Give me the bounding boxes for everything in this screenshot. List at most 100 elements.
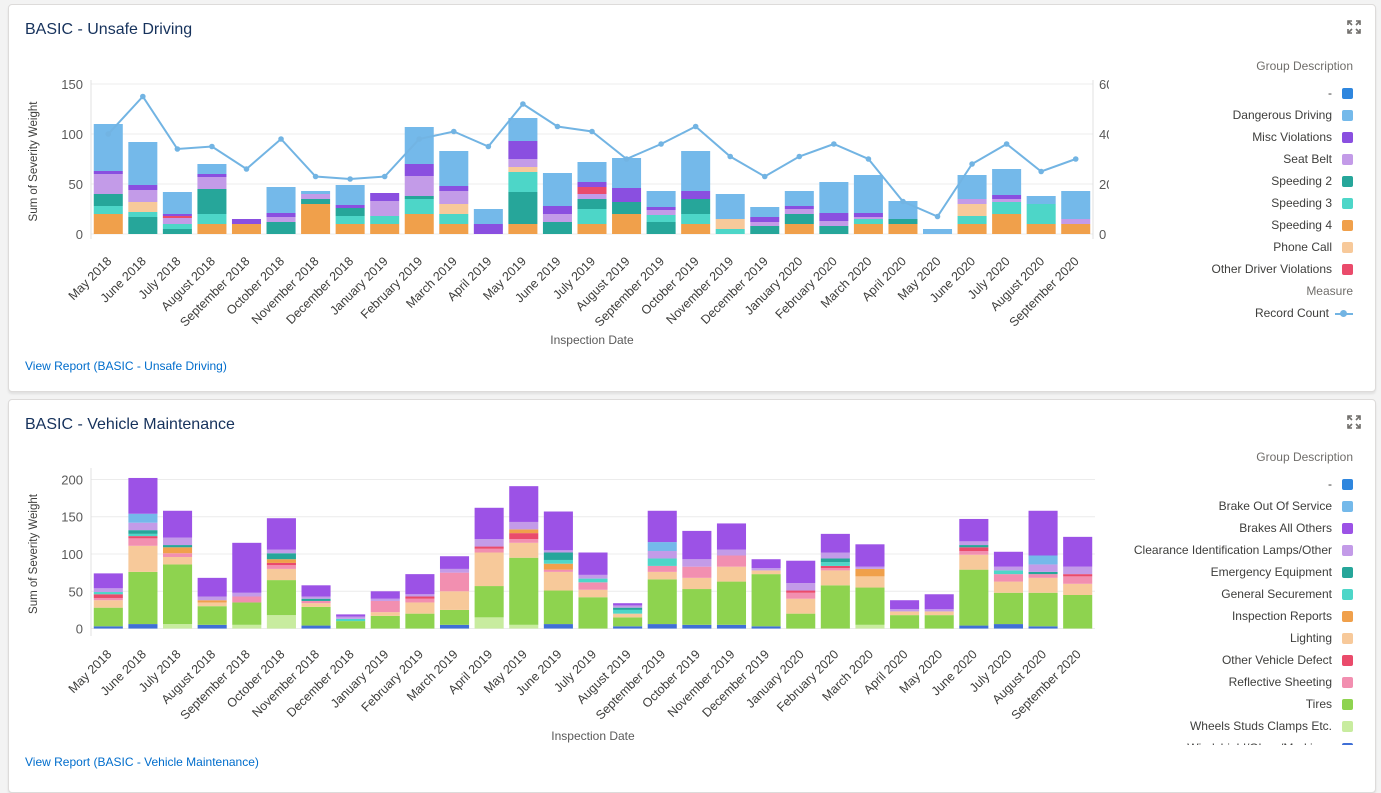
card-title: BASIC - Unsafe Driving xyxy=(25,21,193,38)
legend-item-record-count[interactable]: Record Count xyxy=(1053,302,1353,324)
bar-segment xyxy=(682,589,712,625)
legend-swatch xyxy=(1342,87,1353,99)
legend-item[interactable]: - xyxy=(1053,473,1353,495)
bar-segment xyxy=(266,553,296,560)
bar-segment xyxy=(716,566,747,582)
bar-segment xyxy=(853,217,883,219)
legend-item[interactable]: Speeding 3 xyxy=(1053,192,1353,214)
bar-segment xyxy=(715,219,745,229)
legend-item[interactable]: Clearance Identification Lamps/Other xyxy=(1053,539,1353,561)
bar-segment xyxy=(647,510,677,543)
bar-segment xyxy=(474,586,504,618)
expand-icon[interactable] xyxy=(1347,415,1361,429)
bar-segment xyxy=(93,206,123,214)
legend-label: Speeding 2 xyxy=(1271,174,1332,188)
bar-segment xyxy=(543,552,573,560)
legend-item[interactable]: Misc Violations xyxy=(1053,126,1353,148)
legend-swatch xyxy=(1342,500,1353,512)
legend-item[interactable]: Other Driver Violations xyxy=(1053,258,1353,280)
record-count-point xyxy=(520,101,526,107)
unsafe-driving-card: BASIC - Unsafe Driving 0 50 100 150 Sum of S… xyxy=(8,4,1376,392)
bar-segment xyxy=(266,615,296,629)
legend-item[interactable]: General Securement xyxy=(1053,583,1353,605)
bar-segment xyxy=(578,582,608,590)
bar-segment xyxy=(128,538,158,546)
bar-segment xyxy=(404,164,434,176)
expand-icon[interactable] xyxy=(1347,20,1361,34)
legend-item[interactable]: Speeding 4 xyxy=(1053,214,1353,236)
bar-segment xyxy=(578,552,608,575)
bar-segment xyxy=(301,204,331,234)
bar-segment xyxy=(128,142,158,185)
bar-segment xyxy=(992,195,1022,199)
bar-segment xyxy=(716,555,747,567)
bar-segment xyxy=(855,624,885,629)
vehicle-maintenance-card: BASIC - Vehicle Maintenance 0 50 100 150 200… xyxy=(8,399,1376,793)
legend-item[interactable]: Brakes All Others xyxy=(1053,517,1353,539)
bar-segment xyxy=(853,219,883,224)
bar-segment xyxy=(197,224,227,234)
legend-item[interactable]: Phone Call xyxy=(1053,236,1353,258)
bar-segment xyxy=(336,618,366,622)
bar-segment xyxy=(786,598,816,614)
bar-segment xyxy=(439,624,470,629)
bar-segment xyxy=(370,193,400,201)
bar-segment xyxy=(508,118,538,141)
bar-segment xyxy=(1063,574,1093,577)
bar-segment xyxy=(197,606,227,625)
bar-segment xyxy=(474,539,504,547)
y2-tick-label: 60 xyxy=(1099,77,1109,92)
bar-segment xyxy=(646,207,676,210)
bar-segment xyxy=(508,167,538,172)
bar-segment xyxy=(508,224,538,234)
legend-item[interactable]: Speeding 2 xyxy=(1053,170,1353,192)
bar-segment xyxy=(855,576,885,588)
record-count-point xyxy=(554,123,561,130)
legend-item[interactable]: Lighting xyxy=(1053,627,1353,649)
bar-segment xyxy=(715,194,745,219)
legend-swatch xyxy=(1342,676,1353,688)
bar-segment xyxy=(509,539,539,543)
bar-segment xyxy=(612,202,642,214)
bar-segment xyxy=(509,486,539,522)
bar-segment xyxy=(404,199,434,214)
legend-item[interactable]: Wheels Studs Clamps Etc. xyxy=(1053,715,1353,737)
legend-item[interactable]: Reflective Sheeting xyxy=(1053,671,1353,693)
bar-segment xyxy=(613,617,643,627)
bar-segment xyxy=(750,222,780,226)
legend-item[interactable]: - xyxy=(1053,82,1353,104)
bar-segment xyxy=(301,596,331,599)
view-report-link[interactable]: View Report (BASIC - Unsafe Driving) xyxy=(25,359,227,373)
bar-segment xyxy=(163,624,193,629)
bar-segment xyxy=(923,229,953,234)
bar-segment xyxy=(404,176,434,196)
bar-segment xyxy=(716,581,747,625)
legend-item[interactable]: Tires xyxy=(1053,693,1353,715)
view-report-link[interactable]: View Report (BASIC - Vehicle Maintenance… xyxy=(25,755,259,769)
legend-item[interactable]: Emergency Equipment xyxy=(1053,561,1353,583)
bar-segment xyxy=(957,216,987,224)
bar-segment xyxy=(128,190,158,202)
bar-segment xyxy=(959,554,989,570)
legend-item[interactable]: Windshield/Glass/Markings xyxy=(1053,737,1353,745)
bar-segment xyxy=(957,224,987,234)
bar-segment xyxy=(474,552,504,587)
bar-segment xyxy=(508,141,538,159)
bar-segment xyxy=(993,592,1023,625)
bar-segment xyxy=(681,224,711,234)
bar-segment xyxy=(543,550,573,553)
bar-segment xyxy=(1026,204,1056,224)
legend-item[interactable]: Dangerous Driving xyxy=(1053,104,1353,126)
bar-segment xyxy=(370,612,400,616)
bar-segment xyxy=(682,559,712,567)
record-count-point xyxy=(969,161,975,167)
legend-item[interactable]: Seat Belt xyxy=(1053,148,1353,170)
legend-item[interactable]: Other Vehicle Defect xyxy=(1053,649,1353,671)
legend-item[interactable]: Inspection Reports xyxy=(1053,605,1353,627)
legend-label: Lighting xyxy=(1289,631,1332,645)
legend-item[interactable]: Brake Out Of Service xyxy=(1053,495,1353,517)
legend-measure-title: Measure xyxy=(1306,284,1353,298)
bar-segment xyxy=(613,607,643,610)
legend-label: Record Count xyxy=(1254,306,1329,320)
bar-segment xyxy=(820,565,850,569)
